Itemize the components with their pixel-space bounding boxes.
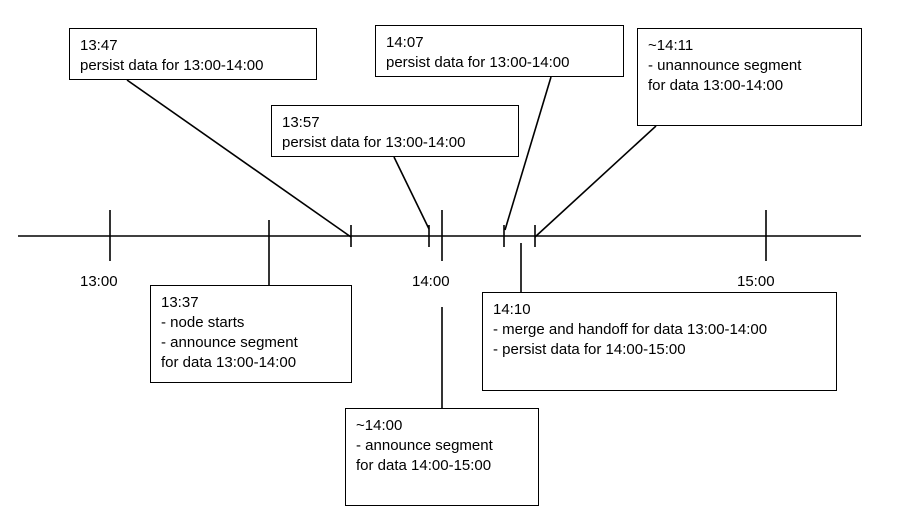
event-line: for data 13:00-14:00 <box>161 354 297 371</box>
event-time: 14:07 <box>386 34 424 51</box>
event-box-1347: 13:47 persist data for 13:00-14:00 <box>69 28 317 80</box>
event-box-1357: 13:57 persist data for 13:00-14:00 <box>271 105 519 157</box>
event-line: persist data for 13:00-14:00 <box>282 134 466 151</box>
event-box-1337: 13:37 - node starts - announce segment f… <box>150 285 352 383</box>
hour-label-1500: 15:00 <box>737 273 775 290</box>
event-line: - announce segment <box>356 437 493 454</box>
event-line: for data 14:00-15:00 <box>356 457 492 474</box>
event-line: - announce segment <box>161 334 298 351</box>
event-box-1411: ~14:11 - unannounce segment for data 13:… <box>637 28 862 126</box>
event-time: 13:37 <box>161 294 199 311</box>
event-line: persist data for 13:00-14:00 <box>80 57 264 74</box>
event-time: 14:10 <box>493 301 531 318</box>
event-line: - unannounce segment <box>648 57 802 74</box>
event-line: - node starts <box>161 314 245 331</box>
event-line: - merge and handoff for data 13:00-14:00 <box>493 321 768 338</box>
connector-1357 <box>393 156 430 230</box>
event-time: 13:47 <box>80 37 118 54</box>
event-line: - persist data for 14:00-15:00 <box>493 341 686 358</box>
event-box-1407: 14:07 persist data for 13:00-14:00 <box>375 25 624 77</box>
event-time: ~14:11 <box>648 37 694 54</box>
hour-label-1400: 14:00 <box>412 273 450 290</box>
connector-1407 <box>504 76 552 231</box>
event-box-1410: 14:10 - merge and handoff for data 13:00… <box>482 292 837 391</box>
hour-label-1300: 13:00 <box>80 273 118 290</box>
event-box-1400: ~14:00 - announce segment for data 14:00… <box>345 408 539 506</box>
event-line: persist data for 13:00-14:00 <box>386 54 570 71</box>
connector-1347 <box>126 79 352 238</box>
event-time: ~14:00 <box>356 417 403 434</box>
connector-1411 <box>534 125 657 238</box>
event-time: 13:57 <box>282 114 320 131</box>
event-line: for data 13:00-14:00 <box>648 77 784 94</box>
